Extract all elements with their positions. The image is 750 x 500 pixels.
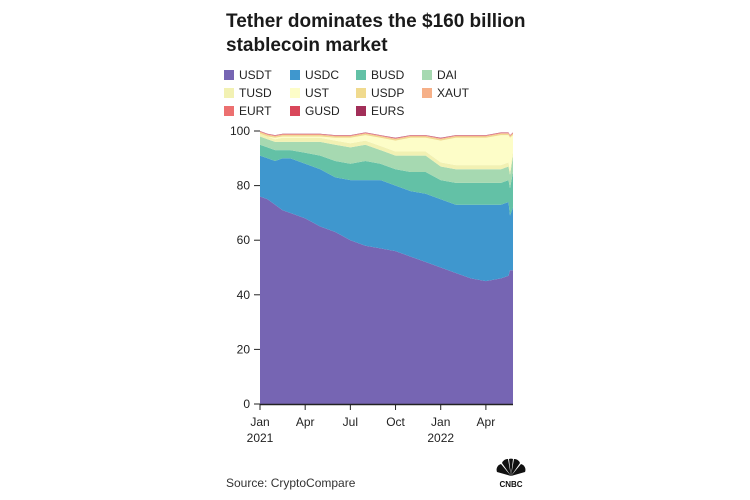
area-eurs <box>260 131 513 139</box>
area-usdp <box>260 132 513 141</box>
legend-item-tusd: TUSD <box>224 85 290 101</box>
legend-swatch <box>422 88 432 98</box>
legend-label: XAUT <box>437 86 470 100</box>
area-busd <box>260 144 513 216</box>
legend-item-busd: BUSD <box>356 67 422 83</box>
cnbc-peacock-logo: CNBC <box>496 458 526 488</box>
legend-item-usdp: USDP <box>356 85 422 101</box>
legend-label: BUSD <box>371 68 405 82</box>
x-tick-label-apr: Apr <box>477 415 496 429</box>
x-tick-year-2021: 2021 <box>247 431 274 445</box>
area-dai <box>260 136 513 189</box>
x-tick-label-apr: Apr <box>296 415 315 429</box>
legend-item-dai: DAI <box>422 67 492 83</box>
logo-wordmark: CNBC <box>499 480 522 488</box>
legend-swatch <box>224 106 234 116</box>
x-tick-label-jan: Jan <box>431 415 450 429</box>
legend-swatch <box>224 88 234 98</box>
legend-item-usdc: USDC <box>290 67 356 83</box>
legend-label: USDT <box>239 68 272 82</box>
legend-label: USDP <box>371 86 405 100</box>
chart-title: Tether dominates the $160 billion stable… <box>226 11 526 56</box>
legend-swatch <box>224 70 234 80</box>
legend-label: USDC <box>305 68 340 82</box>
legend-item-xaut: XAUT <box>422 85 492 101</box>
legend-item-ust: UST <box>290 85 356 101</box>
legend-label: TUSD <box>239 86 272 100</box>
area-usdc <box>260 155 513 282</box>
legend-swatch <box>356 88 366 98</box>
legend-swatch <box>356 106 366 116</box>
legend-item-usdt: USDT <box>224 67 290 83</box>
legend-swatch <box>290 106 300 116</box>
area-xaut <box>260 131 513 140</box>
legend: USDT USDC BUSD DAI TUSD UST USDP XAUT EURT GUSD EU… <box>224 67 524 119</box>
y-tick-label-20: 20 <box>237 342 251 356</box>
legend-label: UST <box>305 86 329 100</box>
y-tick-label-0: 0 <box>243 397 250 411</box>
legend-item-eurt: EURT <box>224 103 290 119</box>
legend-label: EURT <box>239 104 272 118</box>
area-gusd <box>260 131 513 139</box>
legend-swatch <box>290 70 300 80</box>
area-eurt <box>260 131 513 139</box>
legend-swatch <box>356 70 366 80</box>
legend-item-gusd: GUSD <box>290 103 356 119</box>
y-tick-label-60: 60 <box>237 233 251 247</box>
legend-item-eurs: EURS <box>356 103 422 119</box>
x-tick-label-jan: Jan <box>250 415 269 429</box>
x-tick-label-oct: Oct <box>386 415 405 429</box>
y-tick-label-100: 100 <box>230 124 250 138</box>
area-usdt <box>260 196 513 404</box>
x-tick-label-jul: Jul <box>343 415 358 429</box>
legend-swatch <box>290 88 300 98</box>
x-tick-year-2022: 2022 <box>427 431 454 445</box>
legend-label: GUSD <box>305 104 340 118</box>
source-note: Source: CryptoCompare <box>226 476 356 490</box>
legend-label: EURS <box>371 104 405 118</box>
y-tick-label-80: 80 <box>237 179 251 193</box>
legend-label: DAI <box>437 68 458 82</box>
area-ust <box>260 133 513 171</box>
y-tick-label-40: 40 <box>237 288 251 302</box>
legend-swatch <box>422 70 432 80</box>
area-tusd <box>260 133 513 175</box>
